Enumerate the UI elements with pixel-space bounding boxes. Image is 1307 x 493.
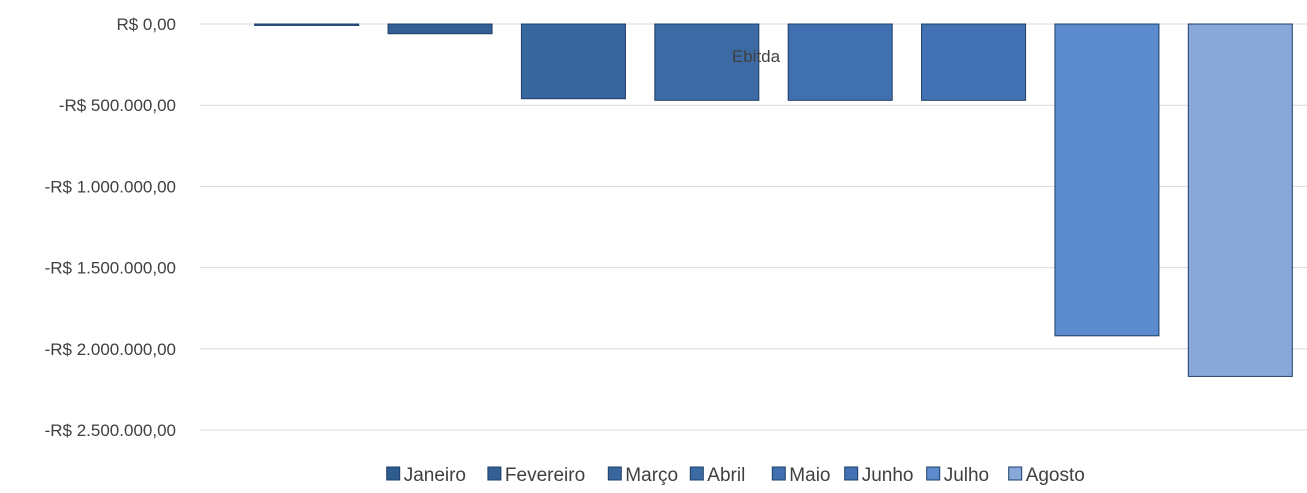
legend-label-abril: Abril xyxy=(707,465,745,486)
legend-swatch-maio xyxy=(771,466,786,481)
bars xyxy=(254,23,1293,377)
bar-bevel xyxy=(657,25,756,98)
bar-bevel xyxy=(391,25,490,31)
legend-swatch-fevereiro xyxy=(487,466,502,481)
chart-title: Ebitda xyxy=(732,47,781,66)
legend-label-janeiro: Janeiro xyxy=(404,465,466,486)
y-tick-label: -R$ 1.000.000,00 xyxy=(45,177,176,196)
bar-bevel xyxy=(524,25,623,96)
legend-swatch-janeiro xyxy=(386,466,401,481)
legend-swatch-abril xyxy=(689,466,704,481)
y-tick-label: R$ 0,00 xyxy=(116,15,176,34)
legend: Janeiro Fevereiro Março Abril Maio Junho Julho… xyxy=(386,465,1085,486)
legend-label-fevereiro: Fevereiro xyxy=(505,465,585,486)
legend-swatch-agosto xyxy=(1008,466,1023,481)
y-axis-tick-labels: R$ 0,00 -R$ 500.000,00 -R$ 1.000.000,00 -R$… xyxy=(45,15,176,440)
y-tick-label: -R$ 1.500.000,00 xyxy=(45,259,176,278)
legend-label-março: Março xyxy=(625,465,678,486)
bar-bevel xyxy=(257,25,356,26)
legend-label-agosto: Agosto xyxy=(1026,465,1085,486)
legend-swatch-junho xyxy=(844,466,859,481)
legend-label-junho: Junho xyxy=(862,465,914,486)
bar-bevel xyxy=(791,25,890,98)
legend-label-maio: Maio xyxy=(789,465,830,486)
legend-swatch-março xyxy=(607,466,622,481)
bar-bevel xyxy=(1191,25,1290,374)
bar-bevel xyxy=(924,25,1023,98)
legend-swatch-julho xyxy=(926,466,941,481)
legend-label-julho: Julho xyxy=(944,465,989,486)
y-tick-label: -R$ 500.000,00 xyxy=(59,96,176,115)
bar-bevel xyxy=(1057,25,1156,333)
y-tick-label: -R$ 2.000.000,00 xyxy=(45,340,176,359)
y-tick-label: -R$ 2.500.000,00 xyxy=(45,421,176,440)
